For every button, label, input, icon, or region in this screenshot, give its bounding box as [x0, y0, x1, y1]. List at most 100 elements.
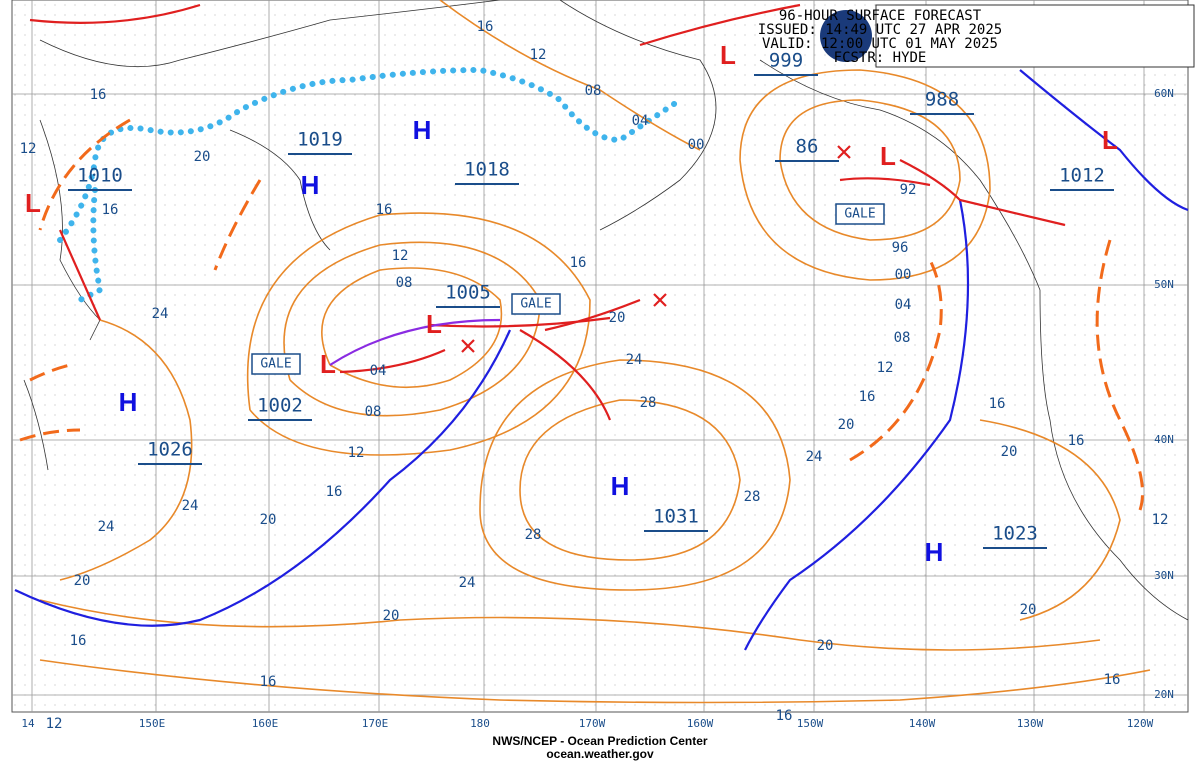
latitude-label: 60N — [1154, 87, 1174, 100]
pressure-center: 1005 — [445, 282, 491, 304]
isobar-label: 04 — [632, 113, 649, 129]
isobar-label: 20 — [260, 512, 277, 528]
storm-tracks — [339, 145, 931, 374]
isobar-label: 12 — [392, 248, 409, 264]
isobar-label: 20 — [609, 310, 626, 326]
pressure-center: 86 — [796, 136, 819, 158]
longitude-label: 160W — [687, 717, 714, 730]
longitude-label: 160E — [252, 717, 279, 730]
isobar-label: 92 — [900, 182, 917, 198]
noaa-logo — [820, 10, 872, 62]
longitude-label: 14 — [21, 717, 35, 730]
gale-box — [251, 353, 301, 375]
gale-label: GALE — [844, 207, 875, 222]
longitude-label: 170E — [362, 717, 389, 730]
isobar-label: 04 — [895, 297, 912, 313]
isobar-label: 16 — [1068, 433, 1085, 449]
header-line: FCSTR: HYDE — [834, 50, 927, 66]
high-center: H — [119, 387, 138, 417]
map-frame — [11, 0, 1189, 713]
pressure-center: 1010 — [77, 165, 123, 187]
isobar-label: 16 — [376, 202, 393, 218]
isobar-label: 16 — [570, 255, 587, 271]
isobar-label: 12 — [348, 445, 365, 461]
footer-url: ocean.weather.gov — [546, 747, 654, 761]
high-center: H — [925, 537, 944, 567]
isobar-label: 20 — [817, 638, 834, 654]
isobar-label: 28 — [744, 489, 761, 505]
pressure-center: 1031 — [653, 506, 699, 528]
isobar-label: 12 — [877, 360, 894, 376]
isobar-label: 24 — [626, 352, 643, 368]
isobar-label: 24 — [459, 575, 476, 591]
isobar-label: 24 — [806, 449, 823, 465]
isobar-label: 12 — [530, 47, 547, 63]
coastlines — [23, 0, 1189, 621]
header-line: VALID: 12:00 UTC 01 MAY 2025 — [762, 36, 998, 52]
dashed-troughs — [19, 118, 1144, 511]
high-center: H — [301, 170, 320, 200]
latitude-label: 50N — [1154, 278, 1174, 291]
isobar-label: 20 — [838, 417, 855, 433]
pressure-center: 1012 — [1059, 165, 1105, 187]
gale-label: GALE — [260, 357, 291, 372]
isobar-label: 16 — [102, 202, 119, 218]
header-line: 96-HOUR SURFACE FORECAST — [779, 8, 982, 24]
longitude-label: 170W — [579, 717, 606, 730]
fronts — [14, 3, 1189, 651]
isobar-label: 08 — [396, 275, 413, 291]
isobar-label: 28 — [640, 395, 657, 411]
isobar-label: 20 — [1020, 602, 1037, 618]
longitude-label: 130W — [1017, 717, 1044, 730]
header-box — [875, 4, 1195, 68]
isobar-label: 16 — [90, 87, 107, 103]
isobar-label: 04 — [370, 363, 387, 379]
gale-box — [511, 293, 561, 315]
labels: 14 150E 160E 170E 180 170W 160W 150W 140W 130W 120… — [20, 8, 1174, 761]
pressure-center: 1023 — [992, 523, 1038, 545]
pressure-center: 1026 — [147, 439, 193, 461]
low-center: L — [25, 188, 41, 218]
pressure-center: 999 — [769, 50, 803, 72]
gale-box — [835, 203, 885, 225]
isobar-label: 16 — [70, 633, 87, 649]
longitude-label: 120W — [1127, 717, 1154, 730]
isobar-label: 12 — [1152, 512, 1169, 528]
longitude-label: 150E — [139, 717, 166, 730]
isobar-label: 16 — [776, 708, 793, 724]
longitude-label: 150W — [797, 717, 824, 730]
isobar-label: 16 — [989, 396, 1006, 412]
longitude-label: 180 — [470, 717, 490, 730]
latitude-label: 30N — [1154, 569, 1174, 582]
isobar-label: 16 — [260, 674, 277, 690]
isobar-label: 20 — [194, 149, 211, 165]
low-center: L — [1102, 125, 1118, 155]
isobar-label: 24 — [182, 498, 199, 514]
header-line: ISSUED: 14:49 UTC 27 APR 2025 — [758, 22, 1002, 38]
isobar-label: 08 — [365, 404, 382, 420]
isobar-label: 00 — [688, 137, 705, 153]
isobar-label: 96 — [892, 240, 909, 256]
isobar-label: 08 — [585, 83, 602, 99]
latitude-label: 20N — [1154, 688, 1174, 701]
pressure-center: 1018 — [464, 159, 510, 181]
isobar-label: 24 — [98, 519, 115, 535]
isobar-label: 16 — [326, 484, 343, 500]
isobar-label: 20 — [1001, 444, 1018, 460]
isobar-label: 20 — [383, 608, 400, 624]
isobar-label: 16 — [477, 19, 494, 35]
low-center: L — [320, 349, 336, 379]
isobar-label: 16 — [1104, 672, 1121, 688]
isobar-label: 16 — [859, 389, 876, 405]
isobar-label: 24 — [152, 306, 169, 322]
isobar-label: 00 — [895, 267, 912, 283]
high-center: H — [413, 115, 432, 145]
isobar-label: 12 — [20, 141, 37, 157]
isobar-label: 28 — [525, 527, 542, 543]
pressure-center: 1019 — [297, 129, 343, 151]
pressure-center: 988 — [925, 89, 959, 111]
low-center: L — [720, 40, 736, 70]
latitude-label: 40N — [1154, 433, 1174, 446]
low-center: L — [426, 309, 442, 339]
